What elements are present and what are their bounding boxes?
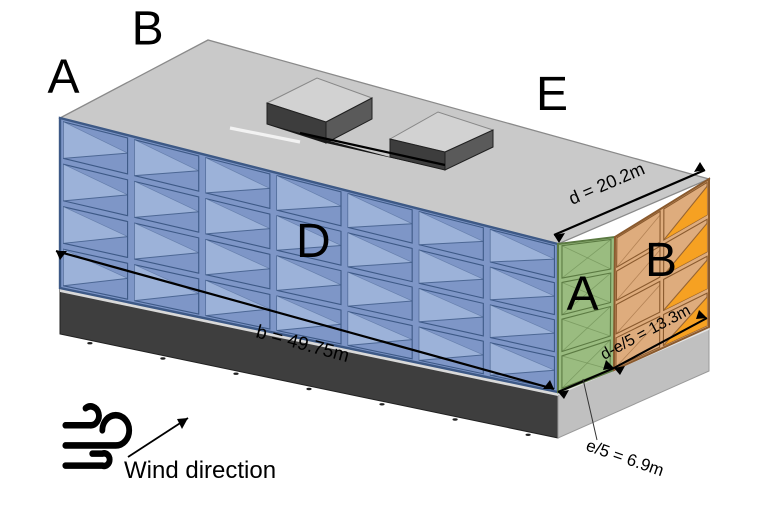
svg-text:B: B [132, 3, 164, 56]
svg-text:A: A [48, 51, 80, 104]
svg-text:Wind direction: Wind direction [124, 457, 276, 484]
svg-text:D: D [296, 215, 331, 268]
svg-text:A: A [567, 268, 599, 321]
svg-text:E: E [536, 68, 568, 121]
svg-text:B: B [645, 234, 677, 287]
